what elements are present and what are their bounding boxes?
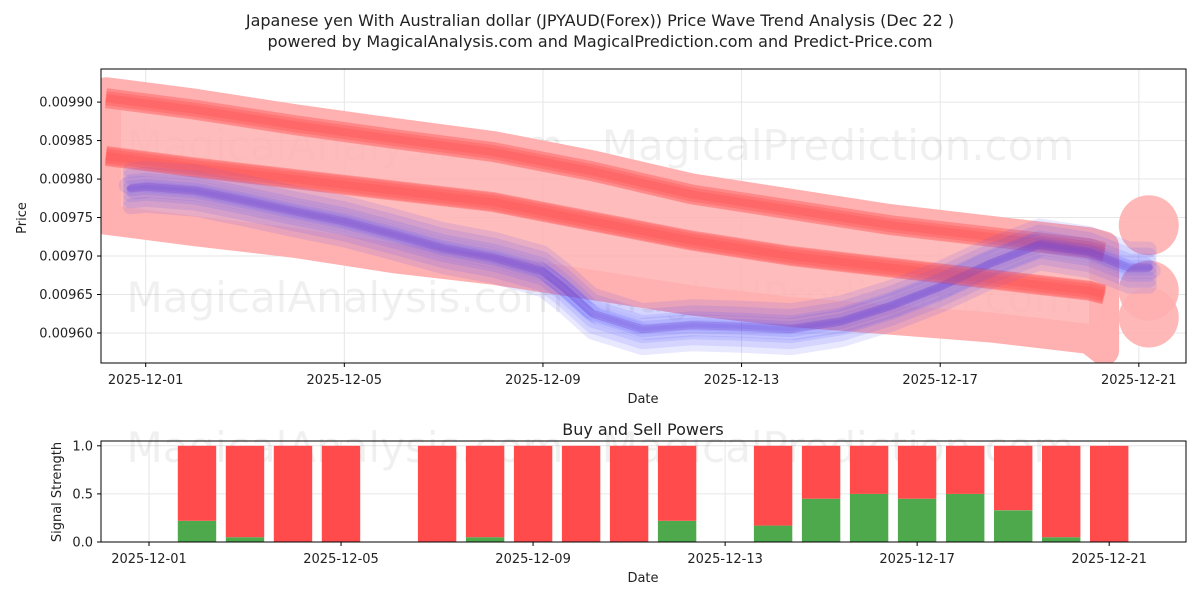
red-band-line — [105, 149, 1106, 302]
signal-x-axis-label: Date — [627, 571, 658, 586]
sell-bar — [609, 445, 649, 542]
sell-bar — [513, 445, 553, 542]
buy-bar — [753, 525, 793, 542]
signal-x-tick-label: 2025-12-01 — [111, 552, 187, 567]
sell-bar — [177, 445, 217, 521]
red-band-line — [105, 146, 1106, 299]
sell-bar — [1090, 445, 1129, 542]
chart-title-line1: Japanese yen With Australian dollar (JPY… — [245, 11, 954, 30]
price-x-tick-label: 2025-12-21 — [1101, 373, 1177, 388]
price-x-tick-label: 2025-12-13 — [704, 373, 780, 388]
buy-bar — [849, 493, 889, 542]
price-y-tick-label: 0.00965 — [39, 288, 93, 303]
blue-price-wave — [122, 172, 1157, 332]
blue-price-wave — [122, 190, 1157, 350]
buy-bar — [994, 510, 1033, 542]
signal-x-tick-label: 2025-12-21 — [1071, 552, 1147, 567]
signal-plot-frame — [100, 440, 1187, 543]
price-x-tick-label: 2025-12-17 — [902, 373, 978, 388]
sell-bar — [417, 445, 457, 542]
buy-bar — [465, 537, 505, 542]
sell-bar — [753, 445, 793, 526]
chart-title-line2: powered by MagicalAnalysis.com and Magic… — [267, 32, 932, 51]
red-band-line — [105, 91, 1106, 259]
watermark-top-right: MagicalPrediction.com — [602, 121, 1075, 170]
buy-bar — [1042, 537, 1081, 542]
blue-price-wave — [126, 181, 1161, 341]
red-band-line — [105, 88, 1106, 256]
signal-x-tick-label: 2025-12-13 — [687, 552, 763, 567]
signal-x-tick-label: 2025-12-17 — [879, 552, 955, 567]
signal-bars — [177, 445, 1129, 542]
blue-price-wave — [122, 178, 1157, 338]
signal-y-tick-label: 0.5 — [72, 487, 93, 502]
red-band-line — [105, 152, 1106, 305]
sell-bar — [994, 445, 1033, 511]
price-y-tick-label: 0.00970 — [39, 250, 93, 265]
red-wave-envelope — [101, 77, 1120, 363]
blue-price-wave — [122, 196, 1157, 356]
price-chart: MagicalAnalysis.com MagicalPrediction.co… — [15, 68, 1187, 407]
buy-bar — [657, 520, 697, 542]
price-x-tick-label: 2025-12-09 — [505, 373, 581, 388]
buy-bar — [897, 498, 937, 542]
sell-bar — [1042, 445, 1081, 538]
sell-bar — [225, 445, 265, 538]
sell-bar — [849, 445, 889, 494]
sell-bar — [465, 445, 505, 538]
signal-x-tick-label: 2025-12-05 — [303, 552, 379, 567]
signal-y-tick-label: 1.0 — [72, 439, 93, 454]
blue-price-wave — [122, 160, 1157, 320]
blue-price-wave — [122, 184, 1157, 344]
sell-bar — [321, 445, 361, 542]
sell-bar — [273, 445, 313, 542]
buy-bar — [801, 498, 841, 542]
buy-bar — [946, 493, 985, 542]
price-plot-frame — [100, 68, 1187, 364]
red-band-line — [105, 94, 1106, 262]
sell-bar — [561, 445, 601, 542]
blue-price-wave — [122, 166, 1157, 326]
price-series — [101, 77, 1179, 363]
forecast-blob — [1118, 287, 1179, 348]
price-y-tick-label: 0.00990 — [39, 96, 93, 111]
signal-x-ticks: 2025-12-01 2025-12-05 2025-12-09 2025-12-13… — [111, 542, 1147, 567]
sell-bar — [657, 445, 697, 521]
sell-bar — [897, 445, 937, 499]
buy-bar — [225, 537, 265, 542]
price-y-tick-label: 0.00980 — [39, 173, 93, 188]
signal-y-axis-label: Signal Strength — [50, 442, 65, 542]
forecast-blob — [1118, 195, 1179, 256]
price-x-tick-label: 2025-12-05 — [307, 373, 383, 388]
signal-x-tick-label: 2025-12-09 — [495, 552, 571, 567]
price-y-tick-label: 0.00960 — [39, 326, 93, 341]
signal-y-tick-label: 0.0 — [72, 536, 93, 551]
price-y-axis-label: Price — [15, 202, 30, 234]
signal-chart-title: Buy and Sell Powers — [562, 420, 724, 439]
price-y-tick-label: 0.00985 — [39, 134, 93, 149]
sell-bar — [946, 445, 985, 494]
blue-price-wave — [118, 175, 1153, 335]
red-band-overlay — [104, 147, 1107, 304]
price-x-ticks: 2025-12-01 2025-12-05 2025-12-09 2025-12-13… — [108, 363, 1177, 388]
buy-bar — [177, 520, 217, 542]
signal-chart: Buy and Sell Powers MagicalAnalysis.com … — [50, 420, 1187, 586]
price-y-tick-label: 0.00975 — [39, 211, 93, 226]
price-x-tick-label: 2025-12-01 — [108, 373, 184, 388]
price-y-ticks: 0.00960 0.00965 0.00970 0.00975 0.00980 0.009… — [39, 96, 101, 341]
signal-y-ticks: 0.0 0.5 1.0 — [72, 439, 101, 551]
blue-price-core — [126, 182, 1153, 334]
sell-bar — [801, 445, 841, 499]
price-x-axis-label: Date — [627, 392, 658, 407]
